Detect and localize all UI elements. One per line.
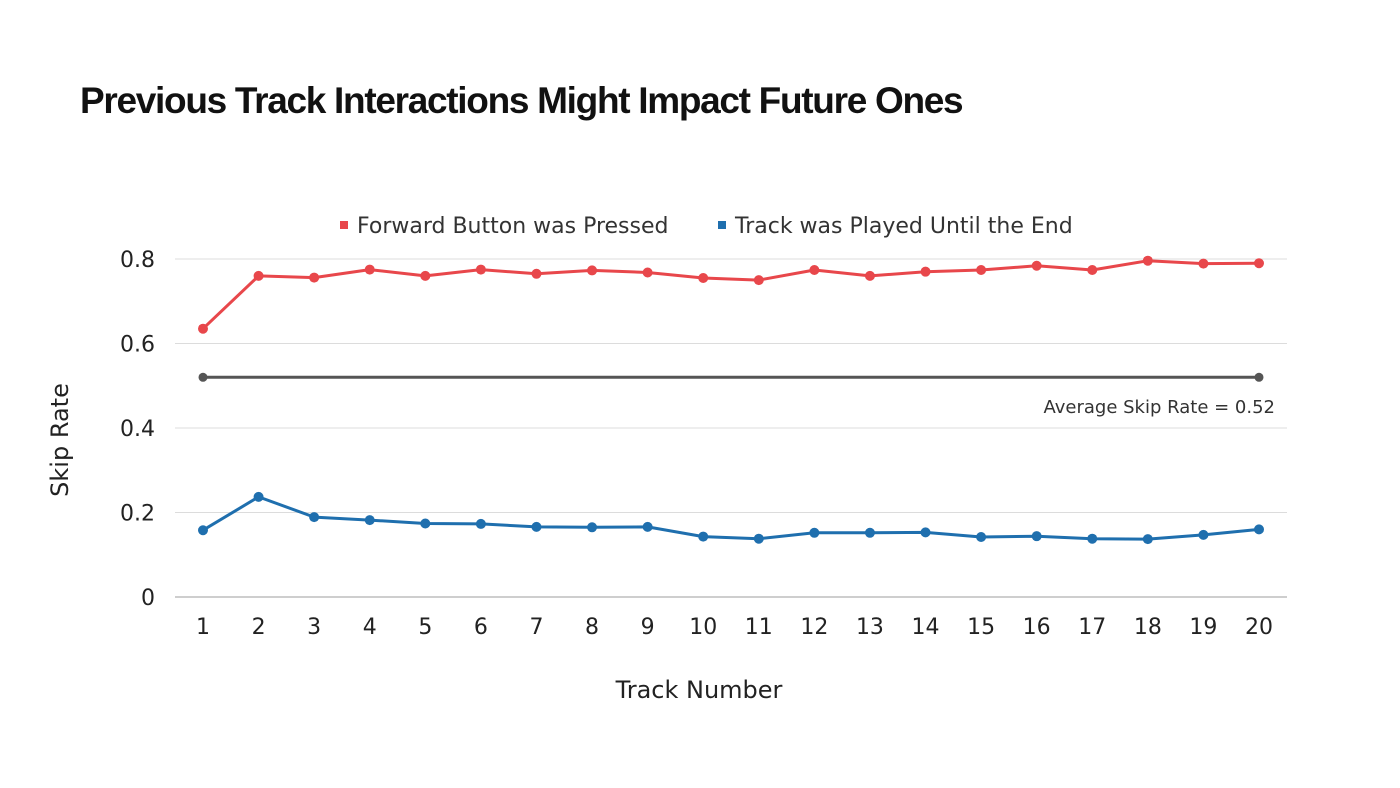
reference-line-group: Average Skip Rate = 0.52 [198, 372, 1275, 418]
y-axis-label: Skip Rate [46, 383, 74, 497]
x-tick-label: 8 [585, 615, 599, 640]
y-tick-label: 0.8 [120, 248, 155, 273]
x-tick-label: 9 [641, 615, 655, 640]
x-tick-label: 19 [1189, 615, 1217, 640]
reference-line-end-marker [1254, 372, 1264, 382]
x-tick-labels: 1 2 3 4 5 6 7 8 9 10 11 12 13 14 15 16 17 18 19 20 [196, 615, 1273, 640]
series-1-point [531, 521, 542, 532]
x-axis-label: Track Number [615, 676, 783, 704]
series-line-0 [201, 259, 1261, 331]
series-0-point [809, 264, 820, 275]
series-0-point [420, 270, 431, 281]
series-1-point [475, 518, 486, 529]
series-group [198, 255, 1264, 545]
x-tick-label: 15 [967, 615, 995, 640]
x-tick-label: 11 [745, 615, 773, 640]
x-tick-label: 18 [1134, 615, 1162, 640]
series-1-point [587, 522, 598, 533]
series-0-point [1142, 255, 1153, 266]
x-tick-label: 7 [529, 615, 543, 640]
x-tick-label: 10 [689, 615, 717, 640]
series-0-point [976, 264, 987, 275]
series-0-point [642, 267, 653, 278]
y-tick-label: 0.6 [120, 333, 155, 358]
series-0-point [920, 266, 931, 277]
x-tick-label: 17 [1078, 615, 1106, 640]
series-0-point [1031, 260, 1042, 271]
series-0-point [253, 270, 264, 281]
y-tick-label: 0 [141, 586, 155, 611]
x-tick-label: 14 [912, 615, 940, 640]
series-1-point [753, 533, 764, 544]
series-1-point [864, 527, 875, 538]
legend-marker-0 [340, 221, 348, 229]
series-line-1 [201, 495, 1261, 541]
series-0-point [1254, 258, 1264, 269]
chart-title: Previous Track Interactions Might Impact… [80, 80, 964, 121]
y-tick-label: 0.4 [120, 417, 155, 442]
series-1-point [642, 521, 653, 532]
series-1-point [309, 512, 320, 523]
series-0-point [1087, 264, 1098, 275]
legend-label-0: Forward Button was Pressed [357, 214, 668, 239]
x-tick-label: 12 [800, 615, 828, 640]
series-1-point [1142, 534, 1153, 545]
series-1-point [920, 527, 931, 538]
average-skip-rate-annotation: Average Skip Rate = 0.52 [1043, 397, 1275, 418]
x-tick-label: 1 [196, 615, 210, 640]
series-0-point [475, 264, 486, 275]
series-0-point [698, 273, 709, 284]
series-0-point [1198, 258, 1209, 269]
series-0-point [587, 265, 598, 276]
series-1-point [1254, 524, 1264, 535]
legend-label-1: Track was Played Until the End [734, 214, 1073, 239]
x-tick-label: 13 [856, 615, 884, 640]
series-0-point [864, 270, 875, 281]
x-tick-label: 2 [252, 615, 266, 640]
x-tick-label: 20 [1245, 615, 1273, 640]
series-1-point [1031, 531, 1042, 542]
series-1-point [198, 525, 208, 536]
y-tick-labels: 0 0.2 0.4 0.6 0.8 [120, 248, 155, 611]
series-1-point [809, 527, 820, 538]
x-tick-label: 3 [307, 615, 321, 640]
series-0-point [531, 268, 542, 279]
x-tick-label: 4 [363, 615, 377, 640]
series-0-point [198, 323, 208, 334]
series-0-point [364, 264, 375, 275]
gridlines [175, 258, 1287, 598]
series-1-point [976, 532, 987, 543]
y-tick-label: 0.2 [120, 502, 155, 527]
reference-line-start-marker [198, 372, 208, 382]
x-tick-label: 5 [418, 615, 432, 640]
series-1-point [698, 531, 709, 542]
series-0-point [309, 272, 320, 283]
legend-marker-1 [718, 221, 726, 229]
series-1-point [364, 515, 375, 526]
series-1-point [1087, 533, 1098, 544]
legend: Forward Button was Pressed Track was Play… [340, 214, 1073, 239]
series-1-point [253, 491, 264, 502]
series-1-point [420, 518, 431, 529]
series-1-point [1198, 529, 1209, 540]
series-0-point [753, 275, 764, 286]
x-tick-label: 6 [474, 615, 488, 640]
x-tick-label: 16 [1023, 615, 1051, 640]
